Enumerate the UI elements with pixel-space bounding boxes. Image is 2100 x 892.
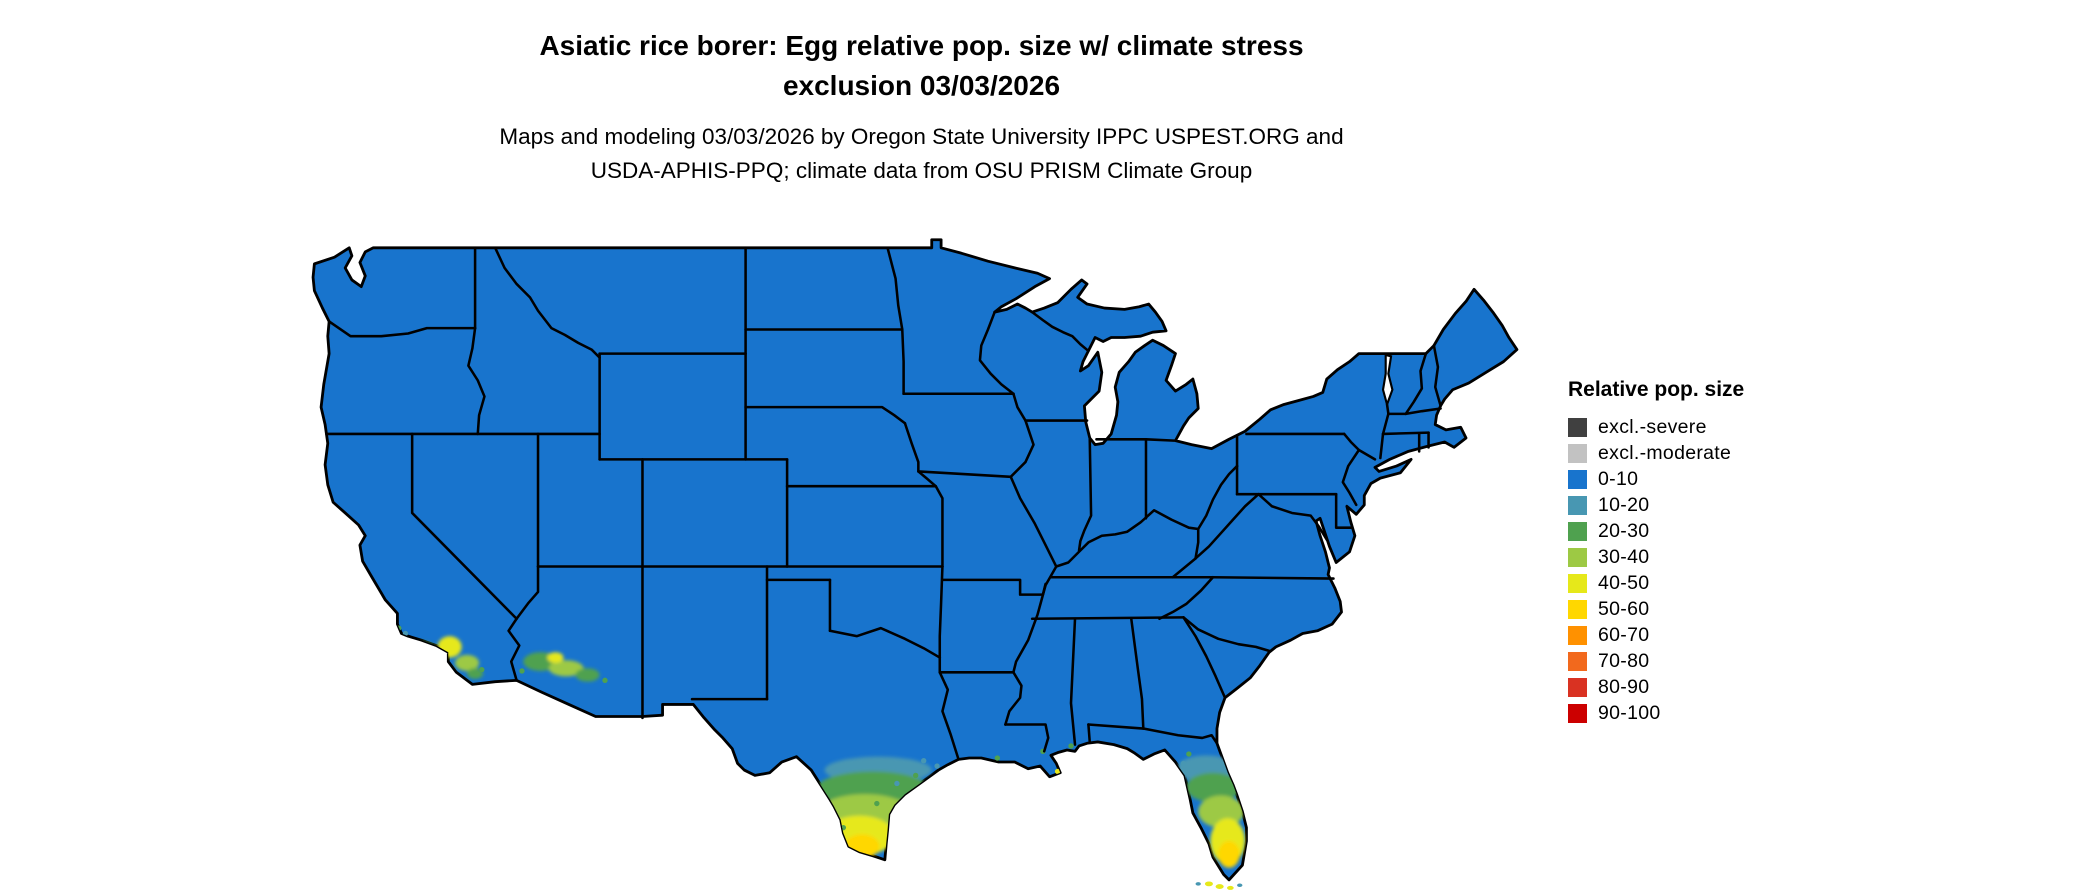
legend-item: 30-40: [1568, 544, 1744, 570]
legend-title: Relative pop. size: [1568, 378, 1745, 401]
legend-label: 90-100: [1598, 701, 1661, 724]
subtitle-line-1: Maps and modeling 03/03/2026 by Oregon S…: [499, 124, 1344, 149]
legend-label: 40-50: [1598, 571, 1650, 594]
legend-swatch: [1568, 495, 1587, 515]
legend-label: 80-90: [1598, 675, 1650, 698]
legend-swatch: [1568, 443, 1587, 463]
title-line-1: Asiatic rice borer: Egg relative pop. si…: [539, 30, 1304, 61]
legend-swatch: [1568, 703, 1587, 723]
legend-item: 90-100: [1568, 700, 1744, 726]
legend-label: 70-80: [1598, 649, 1650, 672]
lake-champlain: [1381, 353, 1394, 409]
legend-swatch: [1568, 677, 1587, 697]
legend-item: 20-30: [1568, 518, 1744, 544]
florida-keys: [1195, 881, 1243, 890]
legend-swatch: [1568, 599, 1587, 619]
legend-label: 50-60: [1598, 597, 1650, 620]
speckles: [396, 625, 1248, 831]
legend-swatch: [1568, 521, 1587, 541]
us-map: [301, 221, 1533, 892]
legend-label: 60-70: [1598, 623, 1650, 646]
legend-swatch: [1568, 469, 1587, 489]
legend-item: excl.-moderate: [1568, 440, 1744, 466]
legend-label: 30-40: [1598, 545, 1650, 568]
subtitle: Maps and modeling 03/03/2026 by Oregon S…: [0, 120, 1843, 188]
legend-item: excl.-severe: [1568, 414, 1744, 440]
legend-swatch: [1568, 547, 1587, 567]
legend-items: excl.-severe excl.-moderate 0-10 10-20 20-30…: [1568, 414, 1744, 726]
legend-label: excl.-severe: [1598, 415, 1707, 438]
legend-swatch: [1568, 651, 1587, 671]
legend-swatch: [1568, 573, 1587, 593]
nation-outline: [311, 238, 1519, 882]
legend-item: 60-70: [1568, 622, 1744, 648]
legend: Relative pop. size excl.-severe excl.-mod…: [1568, 378, 1744, 726]
subtitle-line-2: USDA-APHIS-PPQ; climate data from OSU PR…: [590, 158, 1253, 183]
legend-item: 70-80: [1568, 648, 1744, 674]
legend-item: 10-20: [1568, 492, 1744, 518]
legend-label: 20-30: [1598, 519, 1650, 542]
legend-label: 10-20: [1598, 493, 1650, 516]
title-line-2: exclusion 03/03/2026: [782, 70, 1061, 101]
legend-item: 40-50: [1568, 570, 1744, 596]
legend-label: excl.-moderate: [1598, 441, 1732, 464]
title: Asiatic rice borer: Egg relative pop. si…: [0, 26, 1843, 106]
state-borders: [325, 246, 1442, 761]
legend-swatch: [1568, 417, 1587, 437]
legend-swatch: [1568, 625, 1587, 645]
legend-item: 0-10: [1568, 466, 1744, 492]
legend-label: 0-10: [1598, 467, 1639, 490]
legend-item: 50-60: [1568, 596, 1744, 622]
legend-item: 80-90: [1568, 674, 1744, 700]
